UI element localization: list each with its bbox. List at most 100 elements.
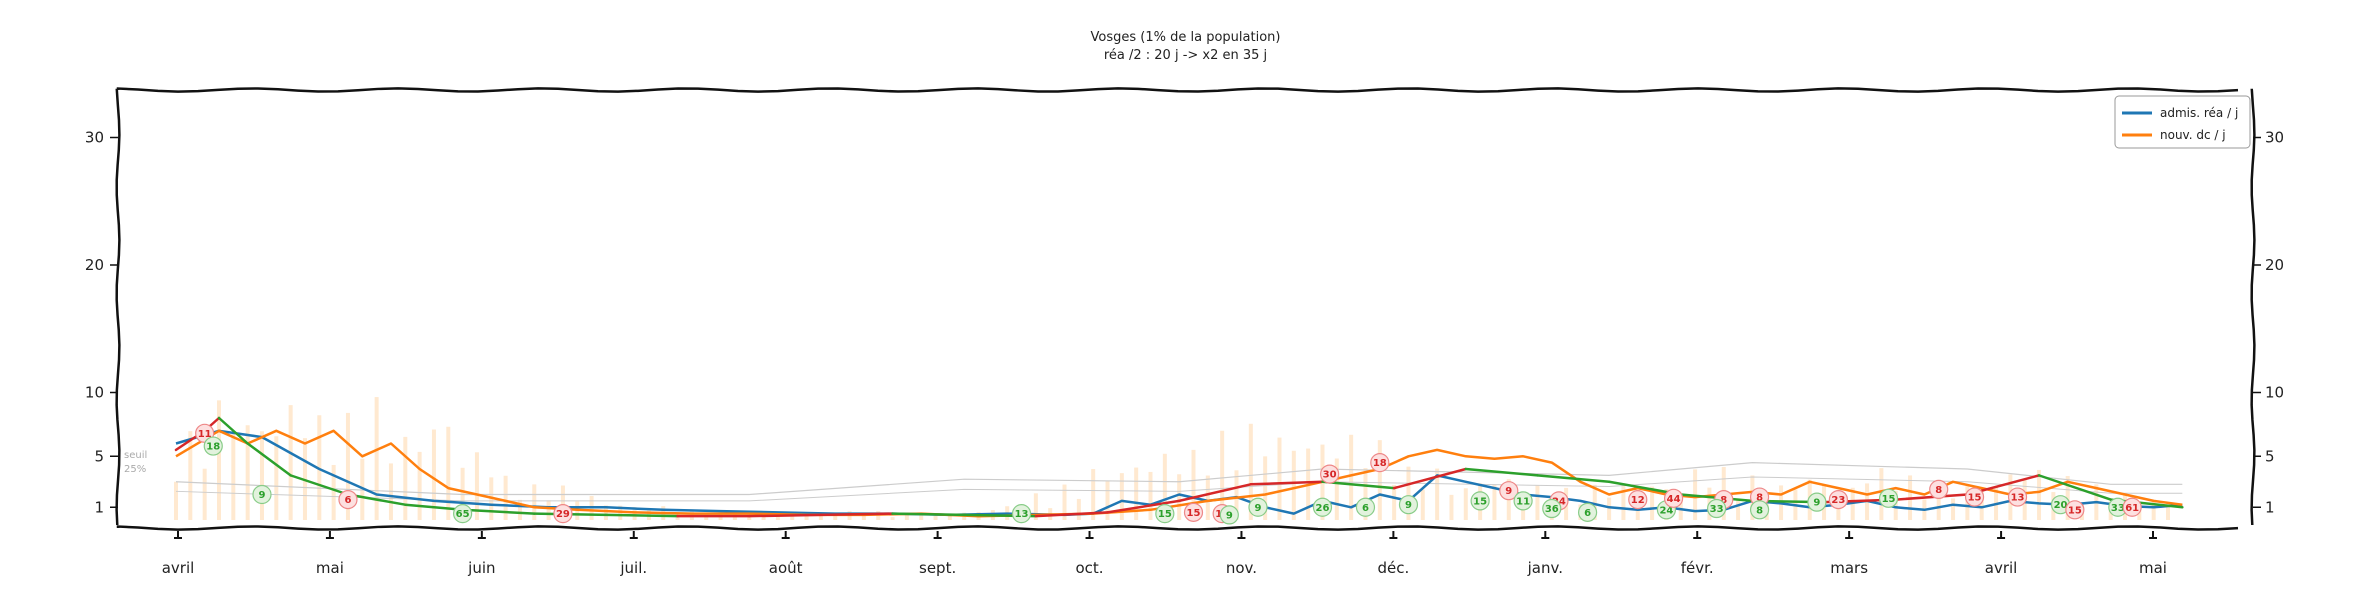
daily-bar [775, 513, 780, 520]
daily-bar [202, 468, 207, 520]
badge-label: 18 [1373, 458, 1387, 469]
x-tick-label: oct. [1075, 559, 1103, 577]
daily-bar [1148, 471, 1153, 520]
daily-bar [2166, 503, 2171, 520]
x-tick-label: août [769, 559, 803, 577]
x-tick-label: mai [316, 559, 344, 577]
badge-label: 13 [1015, 509, 1029, 520]
y-tick-label-right: 5 [2265, 447, 2275, 465]
badge-label: 11 [1516, 496, 1530, 507]
badge-label: 9 [1813, 498, 1820, 509]
daily-bar [790, 513, 795, 520]
daily-bar [259, 431, 264, 520]
badge-circle [1219, 505, 1239, 525]
chart-title: Vosges (1% de la population) [1090, 30, 1281, 45]
badge-circle [252, 484, 272, 505]
y-tick-label-right: 10 [2265, 384, 2284, 402]
badge-circle [1663, 488, 1684, 508]
badge-label: 8 [1720, 495, 1727, 506]
daily-bar [1162, 453, 1167, 520]
daily-bar [1349, 434, 1354, 520]
daily-bar [1435, 468, 1440, 520]
badge-label: 15 [2068, 505, 2082, 516]
trend-segment [819, 512, 894, 517]
daily-bar [704, 515, 709, 520]
daily-bar [904, 514, 909, 520]
daily-bar [2151, 500, 2156, 520]
badges: 1118966529131515169930261869159112436612… [195, 423, 2142, 525]
badge-label: 15 [1473, 496, 1487, 507]
daily-bar [1592, 484, 1597, 520]
daily-bar [188, 431, 193, 520]
badge-circle [1312, 497, 1333, 517]
y-tick-label-left: 10 [85, 384, 104, 402]
trend-segment [1106, 499, 1181, 514]
daily-bar [517, 499, 522, 520]
y-tick-label-left: 20 [85, 256, 104, 274]
badge-label: 44 [1667, 494, 1681, 505]
daily-bar [1277, 437, 1282, 520]
daily-bar [1263, 456, 1268, 520]
y-tick-label-right: 20 [2265, 256, 2284, 274]
badge-circle [1964, 487, 1985, 507]
legend-label: admis. réa / j [2160, 106, 2238, 120]
badge-circle [1578, 502, 1598, 522]
badge-label: 9 [259, 490, 266, 501]
daily-bar [1220, 430, 1225, 520]
daily-bar [1291, 450, 1296, 520]
frame-top [116, 87, 2239, 93]
badge-label: 33 [1710, 504, 1724, 515]
badge-label: 33 [2111, 503, 2125, 514]
daily-bar [431, 429, 436, 520]
trend-segment [1321, 480, 1396, 490]
trend-segment [1392, 467, 1468, 490]
badge-circle [1878, 488, 1899, 508]
daily-bar [1334, 458, 1339, 520]
badge-circle [453, 504, 473, 524]
badge-label: 12 [1631, 495, 1645, 506]
daily-bar [1736, 499, 1741, 520]
badge-label: 11 [198, 429, 212, 440]
trend-segment [747, 513, 823, 518]
badge-label: 9 [1505, 486, 1512, 497]
trend-segment [217, 416, 249, 445]
daily-bar [1678, 493, 1683, 520]
x-tick-label: mars [1830, 559, 1868, 577]
badge-circle [1398, 495, 1419, 515]
badge-circle [1828, 490, 1848, 510]
chart-subtitle: réa /2 : 20 j -> x2 en 35 j [1103, 48, 1268, 63]
legend: admis. réa / j nouv. dc / j [2114, 95, 2251, 149]
daily-bar [174, 481, 178, 520]
series-lines [174, 416, 2184, 518]
trend-segment [246, 442, 292, 477]
badge-label: 15 [1187, 508, 1201, 519]
trend-segment [1034, 511, 1109, 518]
daily-bar [1449, 494, 1454, 520]
daily-bar [833, 515, 838, 520]
badge-label: 15 [1158, 509, 1172, 520]
badge-label: 26 [1316, 503, 1330, 514]
daily-bar [2065, 476, 2070, 520]
badge-circle [1355, 497, 1376, 517]
daily-bar [1492, 484, 1497, 520]
badge-label: 6 [1584, 508, 1591, 519]
x-tick-label: janv. [1527, 559, 1563, 577]
daily-bar [1607, 497, 1612, 520]
badge-label: 29 [556, 509, 570, 520]
daily-bar [1076, 498, 1081, 520]
x-tick-label: avril [1985, 559, 2018, 577]
daily-bar [245, 425, 250, 520]
x-tick-label: juil. [619, 559, 647, 577]
badge-circle [1011, 504, 1032, 524]
badge-label: 9 [1405, 500, 1412, 511]
daily-bar [216, 400, 221, 520]
trend-segment [891, 512, 966, 517]
trend-segment [1894, 493, 1969, 501]
badge-circle [2065, 500, 2085, 520]
x-tick-label: déc. [1378, 559, 1410, 577]
y-tick-label-right: 30 [2265, 129, 2284, 147]
daily-bar [1979, 491, 1984, 520]
